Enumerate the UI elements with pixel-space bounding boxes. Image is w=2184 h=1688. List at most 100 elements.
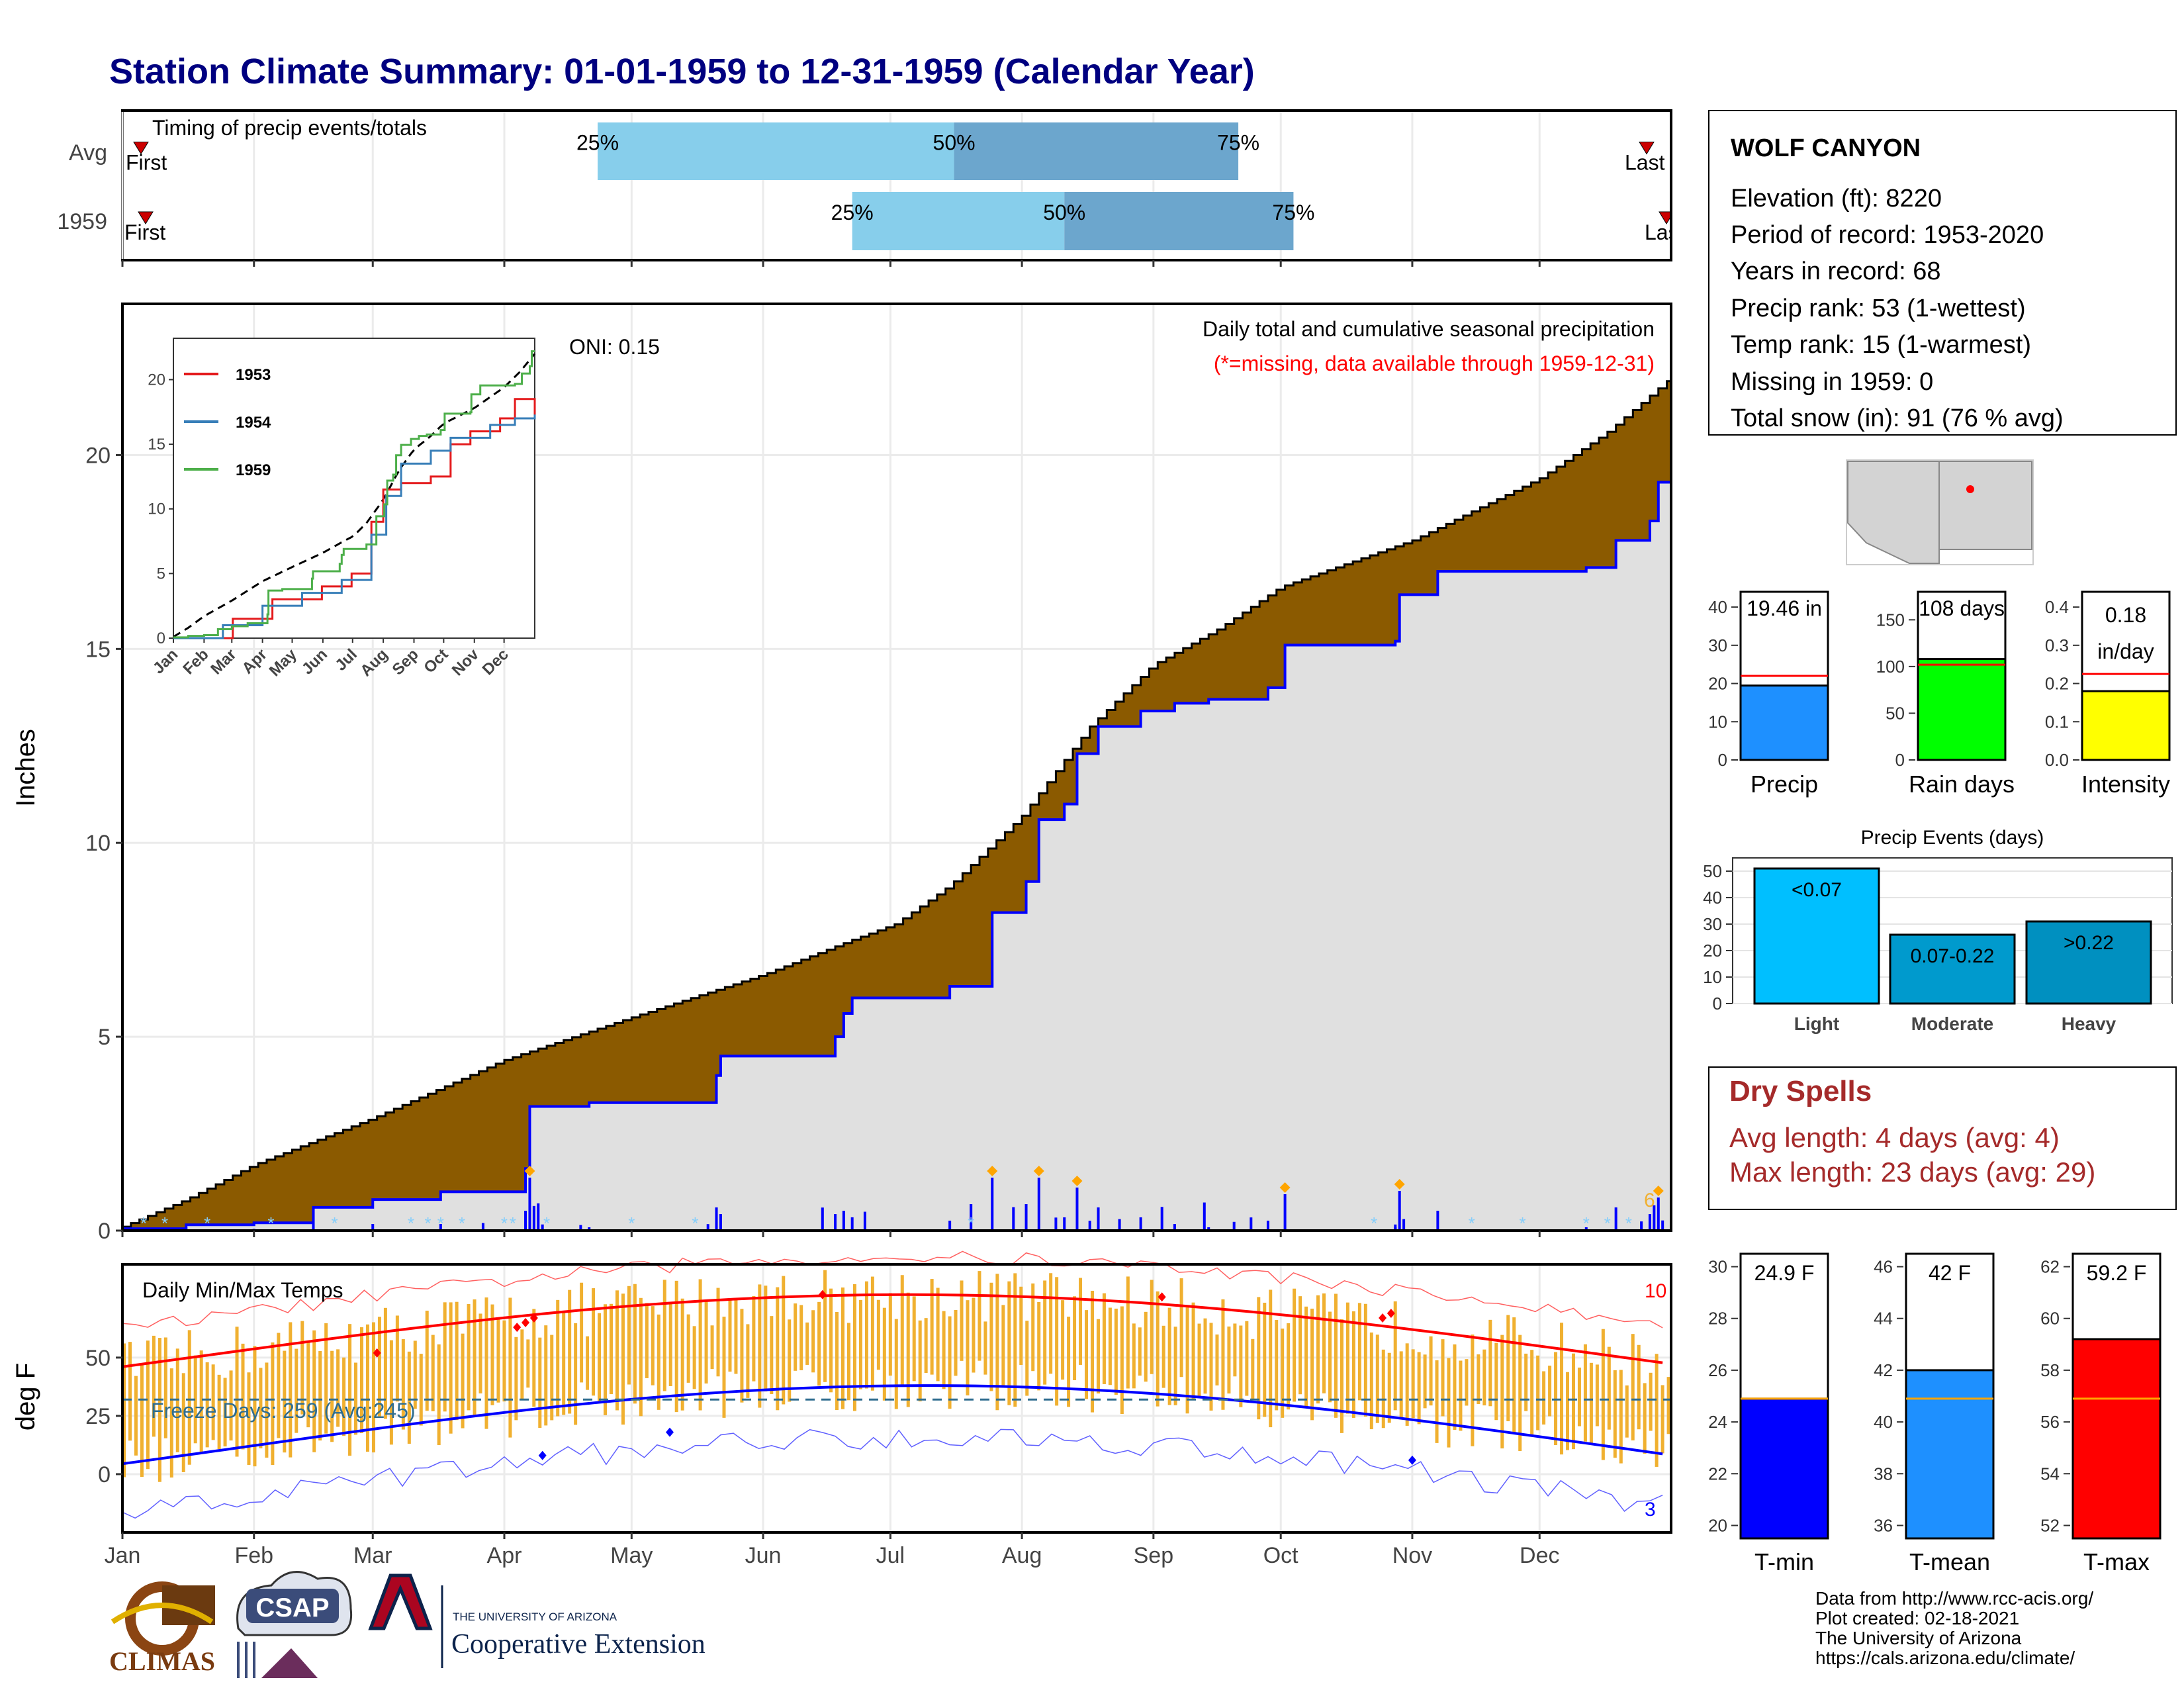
events-y-tick-label: 0 bbox=[1713, 994, 1722, 1013]
daily-precip-bar bbox=[842, 1211, 845, 1231]
record-min-line bbox=[122, 1429, 1663, 1519]
record-high-marker bbox=[522, 1318, 530, 1328]
daily-temp-bar bbox=[383, 1307, 387, 1419]
daily-temp-bar bbox=[1126, 1276, 1130, 1389]
daily-temp-bar bbox=[1423, 1354, 1427, 1409]
csap-logo: CSAP bbox=[236, 1571, 353, 1678]
daily-temp-bar bbox=[1257, 1297, 1261, 1420]
summary-y-tick-label: 150 bbox=[1876, 610, 1905, 630]
page-title: Station Climate Summary: 01-01-1959 to 1… bbox=[109, 52, 1255, 91]
summary-y-tick-label: 0.4 bbox=[2045, 597, 2069, 617]
daily-precip-bar bbox=[834, 1214, 837, 1231]
daily-temp-bar bbox=[1079, 1278, 1083, 1365]
daily-precip-bar bbox=[1398, 1191, 1401, 1231]
daily-temp-bar bbox=[1150, 1280, 1154, 1374]
max-daily-label: 6 bbox=[1644, 1190, 1655, 1211]
daily-temp-bar bbox=[1090, 1290, 1094, 1413]
daily-temp-bar bbox=[1310, 1308, 1314, 1421]
snow-day-marker: * bbox=[425, 1213, 432, 1233]
month-label: Feb bbox=[234, 1543, 273, 1568]
daily-temp-bar bbox=[520, 1329, 524, 1399]
inset-y-tick-label: 10 bbox=[148, 500, 165, 518]
snow-day-marker: * bbox=[1583, 1213, 1590, 1233]
daily-temp-bar bbox=[674, 1280, 678, 1413]
daily-temp-bar bbox=[604, 1304, 608, 1415]
daily-temp-bar bbox=[609, 1303, 613, 1395]
daily-temp-bar bbox=[277, 1333, 281, 1438]
daily-temp-bar bbox=[758, 1284, 762, 1408]
events-title: Precip Events (days) bbox=[1861, 827, 2044, 849]
daily-precip-bar bbox=[1012, 1207, 1015, 1231]
first-event-marker bbox=[133, 142, 149, 155]
daily-temp-bar bbox=[1518, 1335, 1522, 1451]
daily-temp-bar bbox=[1215, 1334, 1219, 1385]
daily-precip-bar bbox=[1063, 1217, 1066, 1231]
daily-temp-bar bbox=[1542, 1371, 1546, 1425]
daily-precip-bar bbox=[1250, 1217, 1253, 1231]
daily-temp-bar bbox=[1239, 1325, 1243, 1407]
footer-line: https://cals.arizona.edu/climate/ bbox=[1815, 1648, 2075, 1668]
daily-temp-bar bbox=[484, 1297, 488, 1429]
events-y-tick-label: 30 bbox=[1703, 914, 1722, 934]
daily-temp-bar bbox=[401, 1339, 405, 1430]
temp-summary-y-tick-label: 46 bbox=[1874, 1257, 1893, 1277]
daily-precip-bar bbox=[1037, 1178, 1040, 1231]
daily-temp-bar bbox=[324, 1323, 328, 1434]
daily-temp-bar bbox=[983, 1321, 987, 1375]
daily-temp-bar bbox=[841, 1287, 845, 1409]
month-label: Oct bbox=[1263, 1543, 1298, 1568]
daily-temp-bar bbox=[259, 1368, 263, 1448]
daily-precip-bar bbox=[1118, 1219, 1121, 1231]
daily-temp-bar bbox=[794, 1303, 797, 1371]
daily-temp-bar bbox=[1655, 1354, 1659, 1467]
temp-summary-bar bbox=[1739, 1397, 1829, 1540]
daily-temp-bar bbox=[312, 1330, 316, 1452]
avg-max-line bbox=[122, 1293, 1663, 1368]
daily-temp-bar bbox=[431, 1335, 435, 1411]
snow-day-marker: * bbox=[510, 1213, 516, 1233]
summary-value-label: in/day bbox=[2097, 639, 2154, 663]
inset-y-tick-label: 0 bbox=[157, 630, 165, 647]
daily-temp-bar bbox=[1637, 1344, 1641, 1430]
daily-temp-bar bbox=[265, 1362, 269, 1458]
daily-temp-bar bbox=[371, 1322, 375, 1453]
daily-temp-bar bbox=[336, 1349, 340, 1427]
temp-min-count: 3 bbox=[1645, 1499, 1656, 1521]
daily-temp-bar bbox=[888, 1293, 892, 1376]
summary-y-tick-label: 0.1 bbox=[2045, 712, 2069, 731]
daily-precip-bar bbox=[537, 1203, 540, 1231]
daily-precip-bar bbox=[588, 1227, 591, 1231]
daily-temp-bar bbox=[1055, 1277, 1059, 1406]
snow-day-marker: * bbox=[1625, 1213, 1632, 1233]
daily-temp-bar bbox=[253, 1346, 257, 1467]
daily-precip-bar bbox=[1203, 1202, 1206, 1231]
daily-precip-bar bbox=[719, 1214, 722, 1231]
temp-summary-y-tick-label: 56 bbox=[2040, 1412, 2060, 1432]
temp-summary-y-tick-label: 20 bbox=[1708, 1515, 1727, 1535]
daily-temp-bar bbox=[924, 1318, 928, 1373]
snow-day-marker: * bbox=[140, 1213, 147, 1233]
daily-temp-bar bbox=[1471, 1335, 1475, 1446]
daily-temp-bar bbox=[235, 1327, 239, 1457]
events-bar-label: 0.07-0.22 bbox=[1911, 945, 1995, 967]
daily-temp-bar bbox=[1405, 1343, 1409, 1426]
daily-temp-bar bbox=[568, 1289, 572, 1414]
timing-row-year-label: 1959 bbox=[57, 209, 107, 234]
daily-temp-bar bbox=[1577, 1367, 1581, 1427]
summary-y-tick-label: 0.0 bbox=[2045, 750, 2069, 770]
daily-precip-bar bbox=[1640, 1221, 1643, 1231]
daily-temp-bar bbox=[1161, 1325, 1165, 1388]
daily-temp-bar bbox=[852, 1284, 856, 1411]
avg-min-line bbox=[122, 1384, 1663, 1466]
daily-temp-bar bbox=[1179, 1278, 1183, 1378]
daily-temp-bar bbox=[817, 1301, 821, 1386]
inset-avg-line bbox=[173, 353, 536, 638]
daily-temp-bar bbox=[918, 1320, 922, 1402]
daily-temp-bar bbox=[1393, 1301, 1397, 1411]
month-label: Nov bbox=[1392, 1543, 1432, 1568]
summary-y-tick-label: 0 bbox=[1718, 750, 1727, 770]
daily-temp-bar bbox=[615, 1290, 619, 1411]
summary-bar bbox=[1739, 684, 1829, 761]
daily-temp-bar bbox=[300, 1321, 304, 1415]
daily-precip-bar bbox=[948, 1221, 952, 1231]
